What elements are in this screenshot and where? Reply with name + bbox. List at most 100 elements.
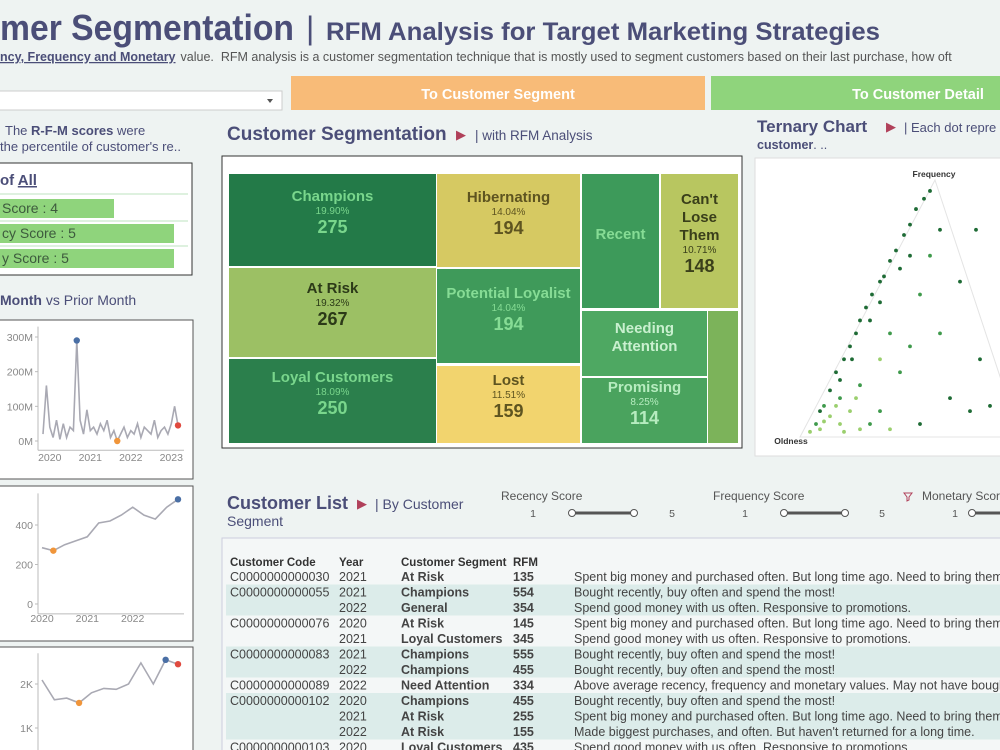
scatter-point	[842, 357, 846, 362]
filter-min: 1	[530, 508, 536, 520]
scatter-point	[894, 248, 898, 253]
nav-button[interactable]	[291, 76, 705, 110]
nav-button[interactable]	[711, 76, 1000, 110]
scatter-point	[918, 422, 922, 426]
scatter-point	[828, 388, 832, 393]
scatter-point	[988, 404, 992, 408]
section-arrow[interactable]: ▶	[886, 119, 896, 134]
table-cell: 145	[513, 617, 534, 631]
table-cell: At Risk	[401, 725, 444, 739]
scatter-point	[854, 331, 858, 336]
score-note-prefix: The	[5, 123, 27, 138]
scatter-point	[898, 266, 902, 271]
segment-name: Recent	[595, 226, 645, 243]
ternary-panel	[754, 157, 1000, 457]
treemap-cell	[229, 174, 436, 266]
table-cell: Loyal Customers	[401, 632, 502, 646]
scatter-point	[868, 422, 872, 426]
segment-count: 194	[493, 218, 523, 238]
y-tick-label: 200M	[7, 367, 33, 379]
trend-line	[41, 658, 179, 704]
ternary-top-label: Frequency	[913, 169, 956, 179]
page-subtitle: RFM Analysis for Target Marketing Strate…	[326, 18, 880, 46]
y-tick-label: 400	[15, 520, 33, 532]
trend-charts: 300M 200M 100M 0M 2020 2021 2022 2023 400 200 0 202…	[7, 326, 184, 750]
scatter-point	[938, 227, 942, 232]
x-tick-label: 2020	[30, 613, 54, 625]
segment-share: 10.71%	[683, 245, 717, 256]
filter-max: 5	[879, 508, 885, 520]
column-header: Year	[339, 557, 364, 569]
filter-handle[interactable]	[780, 509, 788, 517]
segment-count: 250	[317, 398, 347, 418]
filter-handle[interactable]	[841, 509, 849, 517]
section-arrow[interactable]: ▶	[456, 127, 466, 142]
table-cell: Bought recently, buy often and spend the…	[574, 694, 835, 708]
filter-icon[interactable]	[903, 492, 913, 502]
segment-name: Promising	[608, 379, 681, 396]
scatter-point	[842, 429, 846, 434]
y-tick-label: 0	[27, 599, 33, 611]
x-tick-label: 2022	[119, 452, 143, 464]
last-point	[174, 661, 182, 668]
row-band	[226, 584, 1000, 600]
scatter-point	[838, 396, 842, 401]
scatter-point	[850, 357, 854, 362]
y-tick-label: 200	[15, 559, 33, 571]
table-cell: 2022	[339, 725, 367, 739]
chart-panel	[0, 646, 194, 750]
scatter-point	[858, 318, 862, 323]
section-arrow[interactable]: ▶	[357, 496, 367, 511]
scatter-point	[908, 344, 912, 349]
score-label: cy Score : 5	[2, 225, 76, 241]
table-cell: C0000000000089	[230, 679, 329, 693]
table-cell: Made biggest purchases, and often. But h…	[574, 725, 975, 739]
table-cell: 135	[513, 570, 534, 584]
table-cell: 555	[513, 648, 534, 662]
scatter-point	[838, 422, 842, 426]
table-cell: Spent big money and purchased often. But…	[574, 617, 1000, 631]
scatter-point	[818, 409, 822, 413]
table-cell: 345	[513, 632, 534, 646]
table-cell: Champions	[401, 586, 469, 600]
filter-handle[interactable]	[630, 509, 638, 517]
segment-count: 267	[317, 309, 347, 329]
scatter-point	[848, 409, 852, 413]
scatter-point	[858, 427, 862, 432]
segment-share: 19.90%	[316, 206, 350, 217]
treemap-cell	[229, 268, 436, 357]
scatter-point	[814, 422, 818, 426]
nav-button-label[interactable]: To Customer Detail	[852, 87, 984, 103]
segment-count: 194	[493, 314, 523, 334]
page-title: mer Segmentation	[0, 7, 294, 48]
scatter-point	[878, 357, 882, 362]
score-bar	[0, 199, 114, 218]
filter-handle[interactable]	[568, 509, 576, 517]
row-band	[226, 600, 1000, 616]
y-tick-label: 0M	[18, 436, 33, 448]
row-band	[226, 646, 1000, 662]
segment-share: 14.04%	[492, 303, 526, 314]
min-point	[75, 699, 83, 707]
table-cell: Bought recently, buy often and spend the…	[574, 663, 835, 677]
segment-count: 114	[630, 408, 659, 428]
filter-handle[interactable]	[968, 509, 976, 517]
score-label: Score : 4	[2, 200, 58, 216]
table-cell: 2020	[339, 694, 367, 708]
scatter-point	[888, 427, 892, 432]
dropdown-caret	[267, 99, 273, 103]
trend-title-rest: vs Prior Month	[46, 292, 136, 308]
table-cell: At Risk	[401, 617, 444, 631]
score-box-title: of All	[0, 172, 37, 189]
segment-name: Loyal Customers	[272, 369, 394, 386]
treemap-cell	[582, 311, 707, 376]
dropdown[interactable]	[0, 90, 283, 111]
treemap-cell	[582, 174, 659, 308]
table-cell: Spend good money with us often. Responsi…	[574, 741, 911, 750]
segment-share: 14.04%	[492, 207, 526, 218]
scatter-point	[958, 279, 962, 284]
nav-button-label[interactable]: To Customer Segment	[421, 87, 575, 103]
row-band	[226, 708, 1000, 724]
section-title: Customer Segmentation	[227, 124, 447, 145]
segment-name: Lost	[493, 372, 525, 389]
